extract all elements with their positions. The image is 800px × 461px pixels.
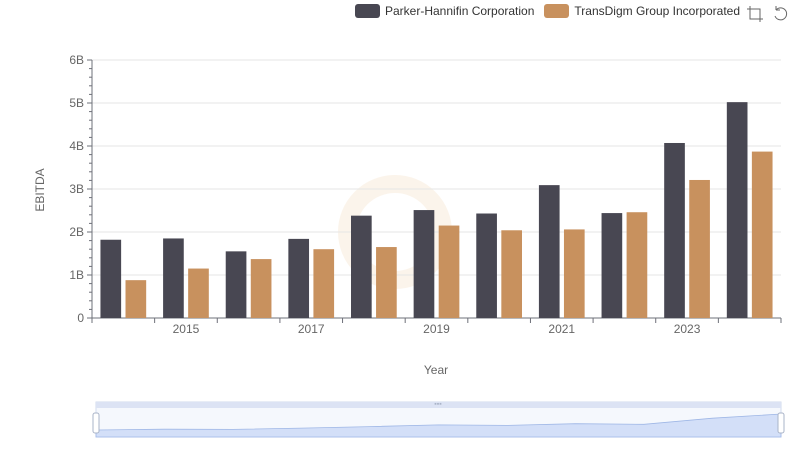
bars — [100, 102, 773, 318]
bar-parker-hannifin-2022[interactable] — [601, 213, 623, 318]
x-tick-label: 2021 — [548, 322, 575, 336]
bar-transdigm-2022[interactable] — [626, 212, 648, 318]
bar-transdigm-2014[interactable] — [125, 280, 147, 318]
y-tick-label: 2B — [69, 225, 84, 239]
y-tick-label: 5B — [69, 96, 84, 110]
bar-parker-hannifin-2023[interactable] — [664, 142, 685, 318]
slider-top-bar — [96, 402, 781, 408]
x-tick-label: 2019 — [423, 322, 450, 336]
legend-label-parker-hannifin: Parker-Hannifin Corporation — [385, 4, 535, 18]
y-tick-label: 4B — [69, 139, 84, 153]
bar-parker-hannifin-2017[interactable] — [288, 238, 310, 318]
y-axis: 0 1B 2B 3B 4B 5B 6B — [69, 53, 93, 325]
legend-item-parker-hannifin[interactable]: Parker-Hannifin Corporation — [355, 4, 534, 18]
datazoom-slider[interactable]: ▪▪▪ — [92, 401, 785, 438]
bar-parker-hannifin-2015[interactable] — [163, 238, 184, 318]
y-tick-label: 3B — [69, 182, 84, 196]
y-axis-title: EBITDA — [33, 168, 47, 211]
bar-parker-hannifin-2024[interactable] — [726, 102, 748, 318]
bar-transdigm-2019[interactable] — [438, 225, 460, 318]
legend-item-transdigm[interactable]: TransDigm Group Incorporated — [544, 4, 740, 18]
x-tick-label: 2017 — [298, 322, 325, 336]
bar-transdigm-2018[interactable] — [376, 247, 397, 318]
bar-parker-hannifin-2020[interactable] — [476, 213, 497, 318]
bar-parker-hannifin-2021[interactable] — [538, 185, 560, 318]
bar-transdigm-2016[interactable] — [250, 259, 272, 318]
legend-label-transdigm: TransDigm Group Incorporated — [574, 4, 741, 18]
x-axis-title: Year — [424, 363, 448, 377]
chart-legend: Parker-Hannifin Corporation TransDigm Gr… — [355, 4, 750, 18]
bar-parker-hannifin-2016[interactable] — [225, 251, 247, 318]
bar-parker-hannifin-2014[interactable] — [100, 239, 122, 318]
x-axis: 2015 2017 2019 2021 2023 — [91, 317, 782, 336]
bar-transdigm-2015[interactable] — [188, 268, 209, 318]
legend-swatch-parker-hannifin — [355, 4, 380, 18]
x-tick-label: 2015 — [173, 322, 200, 336]
legend-swatch-transdigm — [544, 4, 570, 18]
restore-icon[interactable] — [773, 6, 789, 22]
bar-transdigm-2021[interactable] — [563, 229, 585, 318]
bar-transdigm-2023[interactable] — [689, 179, 710, 318]
y-tick-label: 6B — [69, 53, 84, 67]
bar-transdigm-2024[interactable] — [751, 151, 773, 318]
y-tick-label: 1B — [69, 268, 84, 282]
slider-right-handle[interactable] — [777, 412, 785, 434]
y-tick-label: 0 — [77, 311, 84, 325]
x-tick-label: 2023 — [674, 322, 701, 336]
bar-parker-hannifin-2018[interactable] — [351, 215, 372, 318]
slider-left-handle[interactable] — [92, 412, 100, 434]
bar-transdigm-2017[interactable] — [313, 249, 335, 318]
chart-toolbar — [747, 6, 799, 22]
bar-parker-hannifin-2019[interactable] — [413, 210, 435, 318]
slider-grip-icon[interactable]: ▪▪▪ — [434, 401, 442, 408]
bar-transdigm-2020[interactable] — [501, 230, 522, 318]
zoom-icon[interactable] — [747, 6, 763, 22]
